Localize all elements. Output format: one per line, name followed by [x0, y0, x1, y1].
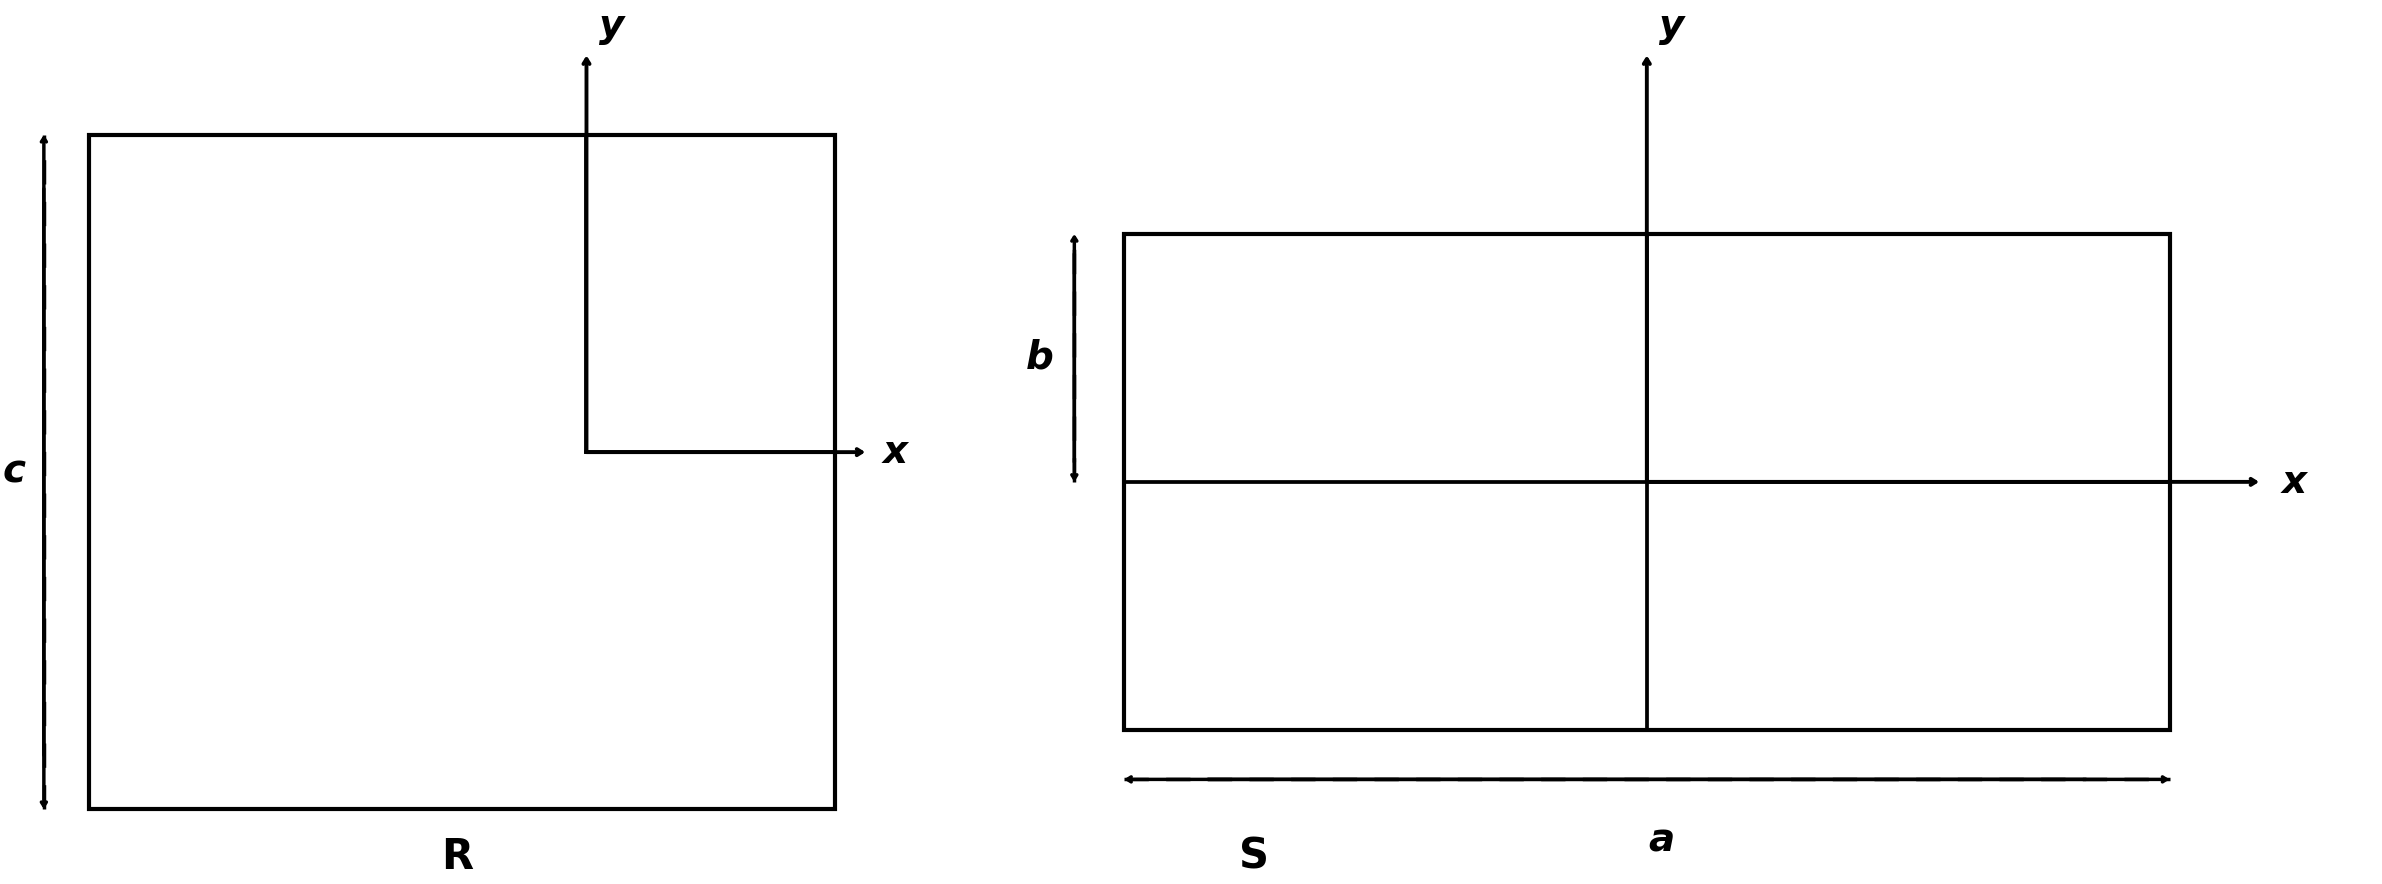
- Text: c: c: [2, 453, 26, 491]
- Text: y: y: [598, 7, 624, 45]
- Text: x: x: [2282, 463, 2306, 501]
- Text: a: a: [1648, 822, 1675, 860]
- Text: y: y: [1658, 7, 1684, 45]
- Text: b: b: [1027, 339, 1053, 377]
- Bar: [1124, 234, 2170, 730]
- Bar: [88, 134, 836, 809]
- Text: S: S: [1239, 835, 1270, 878]
- Text: R: R: [441, 835, 474, 878]
- Text: x: x: [884, 433, 908, 471]
